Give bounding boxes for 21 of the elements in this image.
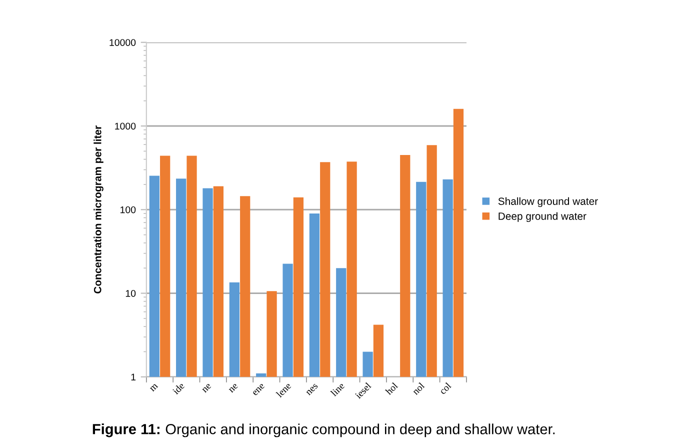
x-tick-label: hol xyxy=(384,382,398,396)
x-tick-label: lene xyxy=(276,382,292,398)
y-tick-label: 10000 xyxy=(110,39,136,46)
y-tick-label: 10 xyxy=(126,290,136,297)
caption: Figure 11: Organic and inorganic compound in deep and shallow water. xyxy=(92,424,555,438)
x-tick-label: line xyxy=(330,382,345,397)
x-tick-label: m xyxy=(150,383,158,392)
x-tick-label: ene xyxy=(252,384,265,396)
x-tick-label: col xyxy=(438,382,452,395)
y-tick-label: 1000 xyxy=(115,122,136,130)
legend-label: Shallow ground water xyxy=(498,197,598,208)
legend-label: Deep ground water xyxy=(498,212,586,222)
y-tick-label: 1 xyxy=(131,374,136,380)
x-tick-label: ne xyxy=(228,384,238,393)
x-tick-label: ne xyxy=(202,384,212,393)
x-tick-label: nes xyxy=(306,384,318,396)
x-tick-label: nol xyxy=(412,382,425,396)
y-axis-title: Concentration microgram per liter xyxy=(94,126,104,294)
y-tick-label: 100 xyxy=(120,206,136,214)
x-tick-label: iesel xyxy=(354,382,372,400)
x-tick-label: ide xyxy=(172,382,185,395)
